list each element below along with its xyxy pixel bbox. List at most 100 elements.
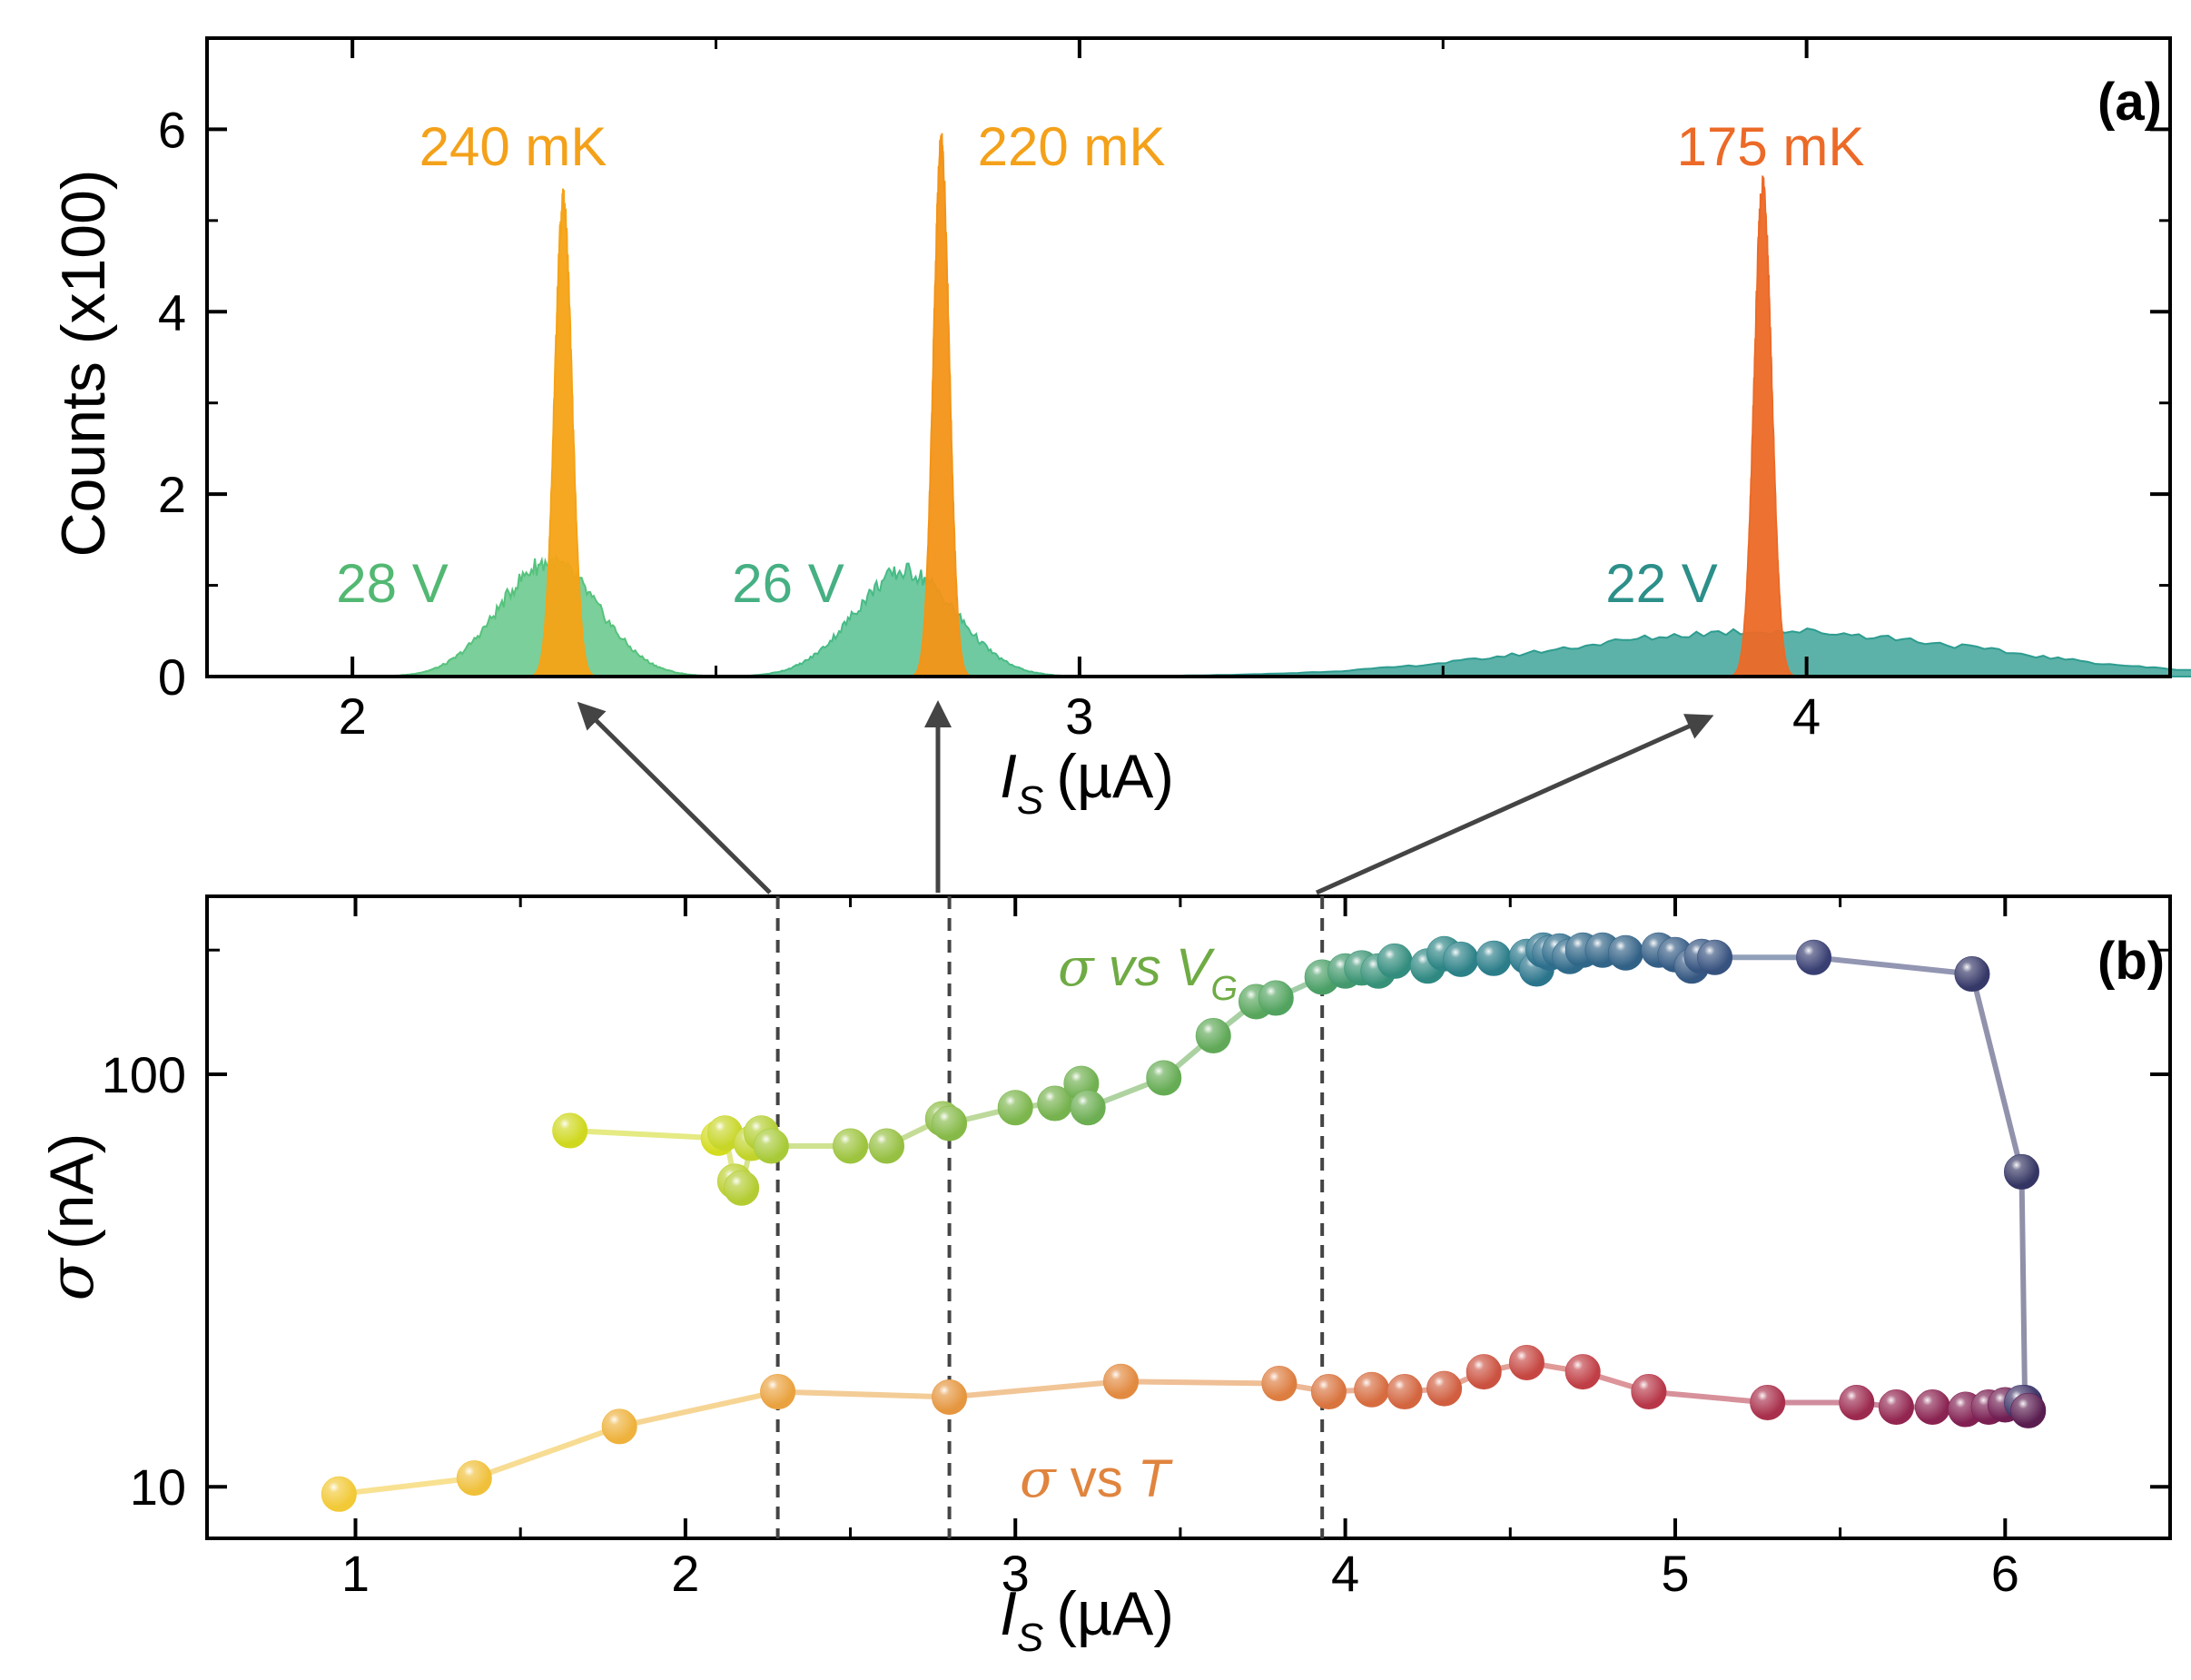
point-vg <box>1377 943 1413 979</box>
panel-a-frame <box>205 36 2172 678</box>
panel-b-label: (b) <box>2097 932 2165 991</box>
series-label-vg-sub: G <box>1211 970 1239 1008</box>
series-segment <box>1645 1388 1771 1406</box>
distribution-240-mk <box>525 188 601 677</box>
point-t <box>1354 1371 1390 1408</box>
ytick-label: 6 <box>158 101 186 158</box>
point-vg <box>1697 939 1733 975</box>
annotation-175-mk: 175 mK <box>1677 116 1865 177</box>
point-t <box>1631 1374 1667 1410</box>
xtick-label: 2 <box>339 687 367 745</box>
series-segment <box>1969 971 2025 1175</box>
point-t <box>1839 1385 1875 1421</box>
ytick-label: 0 <box>158 648 186 706</box>
point-vg <box>1475 940 1512 976</box>
panel-b-xlabel: IS (µA) <box>1000 1579 1174 1660</box>
distributions-layer <box>207 133 2191 678</box>
point-t <box>456 1460 492 1497</box>
panel-b-scatter: 1 2 3 4 5 6 10 100 (b) σ (nA) IS (µA) σ vs VG σ v… <box>36 894 2172 1660</box>
ytick-label: 2 <box>158 466 186 523</box>
annotation-22-v: 22 V <box>1605 553 1717 614</box>
series-points <box>321 932 2047 1512</box>
point-vg <box>1796 939 1832 975</box>
annotation-26-v: 26 V <box>732 553 844 614</box>
panel-a-label: (a) <box>2097 73 2162 132</box>
series-label-vg-mid: vs <box>1094 938 1176 997</box>
arrow-175mk <box>1315 714 1714 895</box>
point-vg <box>1195 1018 1231 1054</box>
series-label-vg-var: V <box>1176 938 1216 997</box>
xtick-label: 1 <box>341 1545 370 1602</box>
ytick-label: 10 <box>130 1458 186 1516</box>
series-label-vg-symbol: σ <box>1058 936 1095 998</box>
point-vg <box>833 1128 869 1164</box>
panel-b-ylabel-unit: (nA) <box>37 1133 106 1250</box>
panel-a-xlabel-var: I <box>1000 742 1017 811</box>
point-vg <box>997 1090 1033 1126</box>
series-segment <box>471 1423 623 1481</box>
series-label-t-var: T <box>1138 1449 1173 1508</box>
xtick-label: 6 <box>1991 1545 2019 1602</box>
point-t <box>760 1374 796 1410</box>
panel-a-annotations: 240 mK 220 mK 175 mK 28 V 26 V 22 V <box>336 116 1864 614</box>
panel-b-xlabel-sub: S <box>1017 1616 1043 1660</box>
panel-a-ylabel: Counts (x100) <box>49 169 118 557</box>
point-t <box>1564 1354 1601 1390</box>
panel-a-xlabel-sub: S <box>1017 778 1043 823</box>
series-segment <box>617 1388 781 1429</box>
panel-b-frame <box>205 894 2172 1540</box>
point-t <box>1508 1344 1545 1380</box>
point-vg <box>932 1105 968 1141</box>
point-vg <box>1146 1060 1182 1096</box>
point-vg <box>1607 934 1643 971</box>
point-t <box>1310 1374 1347 1410</box>
panel-a-xlabel: IS (µA) <box>1000 742 1174 823</box>
ytick-label: 4 <box>158 283 186 341</box>
arrow-240mk <box>577 701 772 894</box>
series-segment <box>336 1475 478 1497</box>
panel-b-ylabel: σ (nA) <box>36 1133 108 1301</box>
point-vg <box>753 1128 789 1164</box>
panel-b-xlabel-unit: (µA) <box>1056 1579 1174 1648</box>
series-segment <box>1811 954 1975 977</box>
annotation-220-mk: 220 mK <box>978 116 1166 177</box>
panel-a-ticks: 2 3 4 0 2 4 6 <box>158 38 2172 745</box>
xtick-label: 3 <box>1065 687 1093 745</box>
xtick-label: 4 <box>1792 687 1821 745</box>
point-vg <box>869 1128 905 1164</box>
point-vg <box>2003 1153 2039 1190</box>
point-t <box>1261 1365 1298 1401</box>
point-vg <box>552 1112 588 1149</box>
panel-b-xlabel-var: I <box>1000 1579 1017 1648</box>
series-segment <box>2018 1169 2028 1406</box>
connector-arrows <box>577 700 1714 895</box>
xtick-label: 5 <box>1661 1545 1689 1602</box>
series-segment <box>1118 1379 1282 1387</box>
point-t <box>1103 1363 1140 1399</box>
point-t <box>2010 1392 2047 1428</box>
point-vg <box>706 1115 743 1151</box>
ytick-label: 100 <box>102 1046 186 1103</box>
series-label-t-mid: vs <box>1056 1449 1138 1508</box>
annotation-28-v: 28 V <box>336 553 448 614</box>
point-t <box>1914 1389 1950 1426</box>
panel-a-xlabel-unit: (µA) <box>1056 742 1174 811</box>
series-label-vg: σ vs VG <box>1058 936 1238 1008</box>
point-vg <box>1037 1085 1073 1122</box>
point-vg <box>724 1170 760 1206</box>
series-segment <box>567 1128 722 1141</box>
panel-b-ticks: 1 2 3 4 5 6 10 100 <box>102 896 2172 1602</box>
point-t <box>1750 1385 1786 1421</box>
series-label-t: σ vs T <box>1020 1448 1173 1509</box>
point-vg <box>1954 956 1990 993</box>
annotation-240-mk: 240 mK <box>419 116 607 177</box>
point-t <box>601 1408 637 1445</box>
point-vg <box>1070 1090 1106 1126</box>
point-t <box>1878 1389 1914 1426</box>
xtick-label: 4 <box>1331 1545 1359 1602</box>
point-vg <box>1443 941 1479 977</box>
distribution-175-mk <box>1724 175 1801 677</box>
point-t <box>1426 1370 1463 1407</box>
series-segment <box>775 1388 952 1400</box>
